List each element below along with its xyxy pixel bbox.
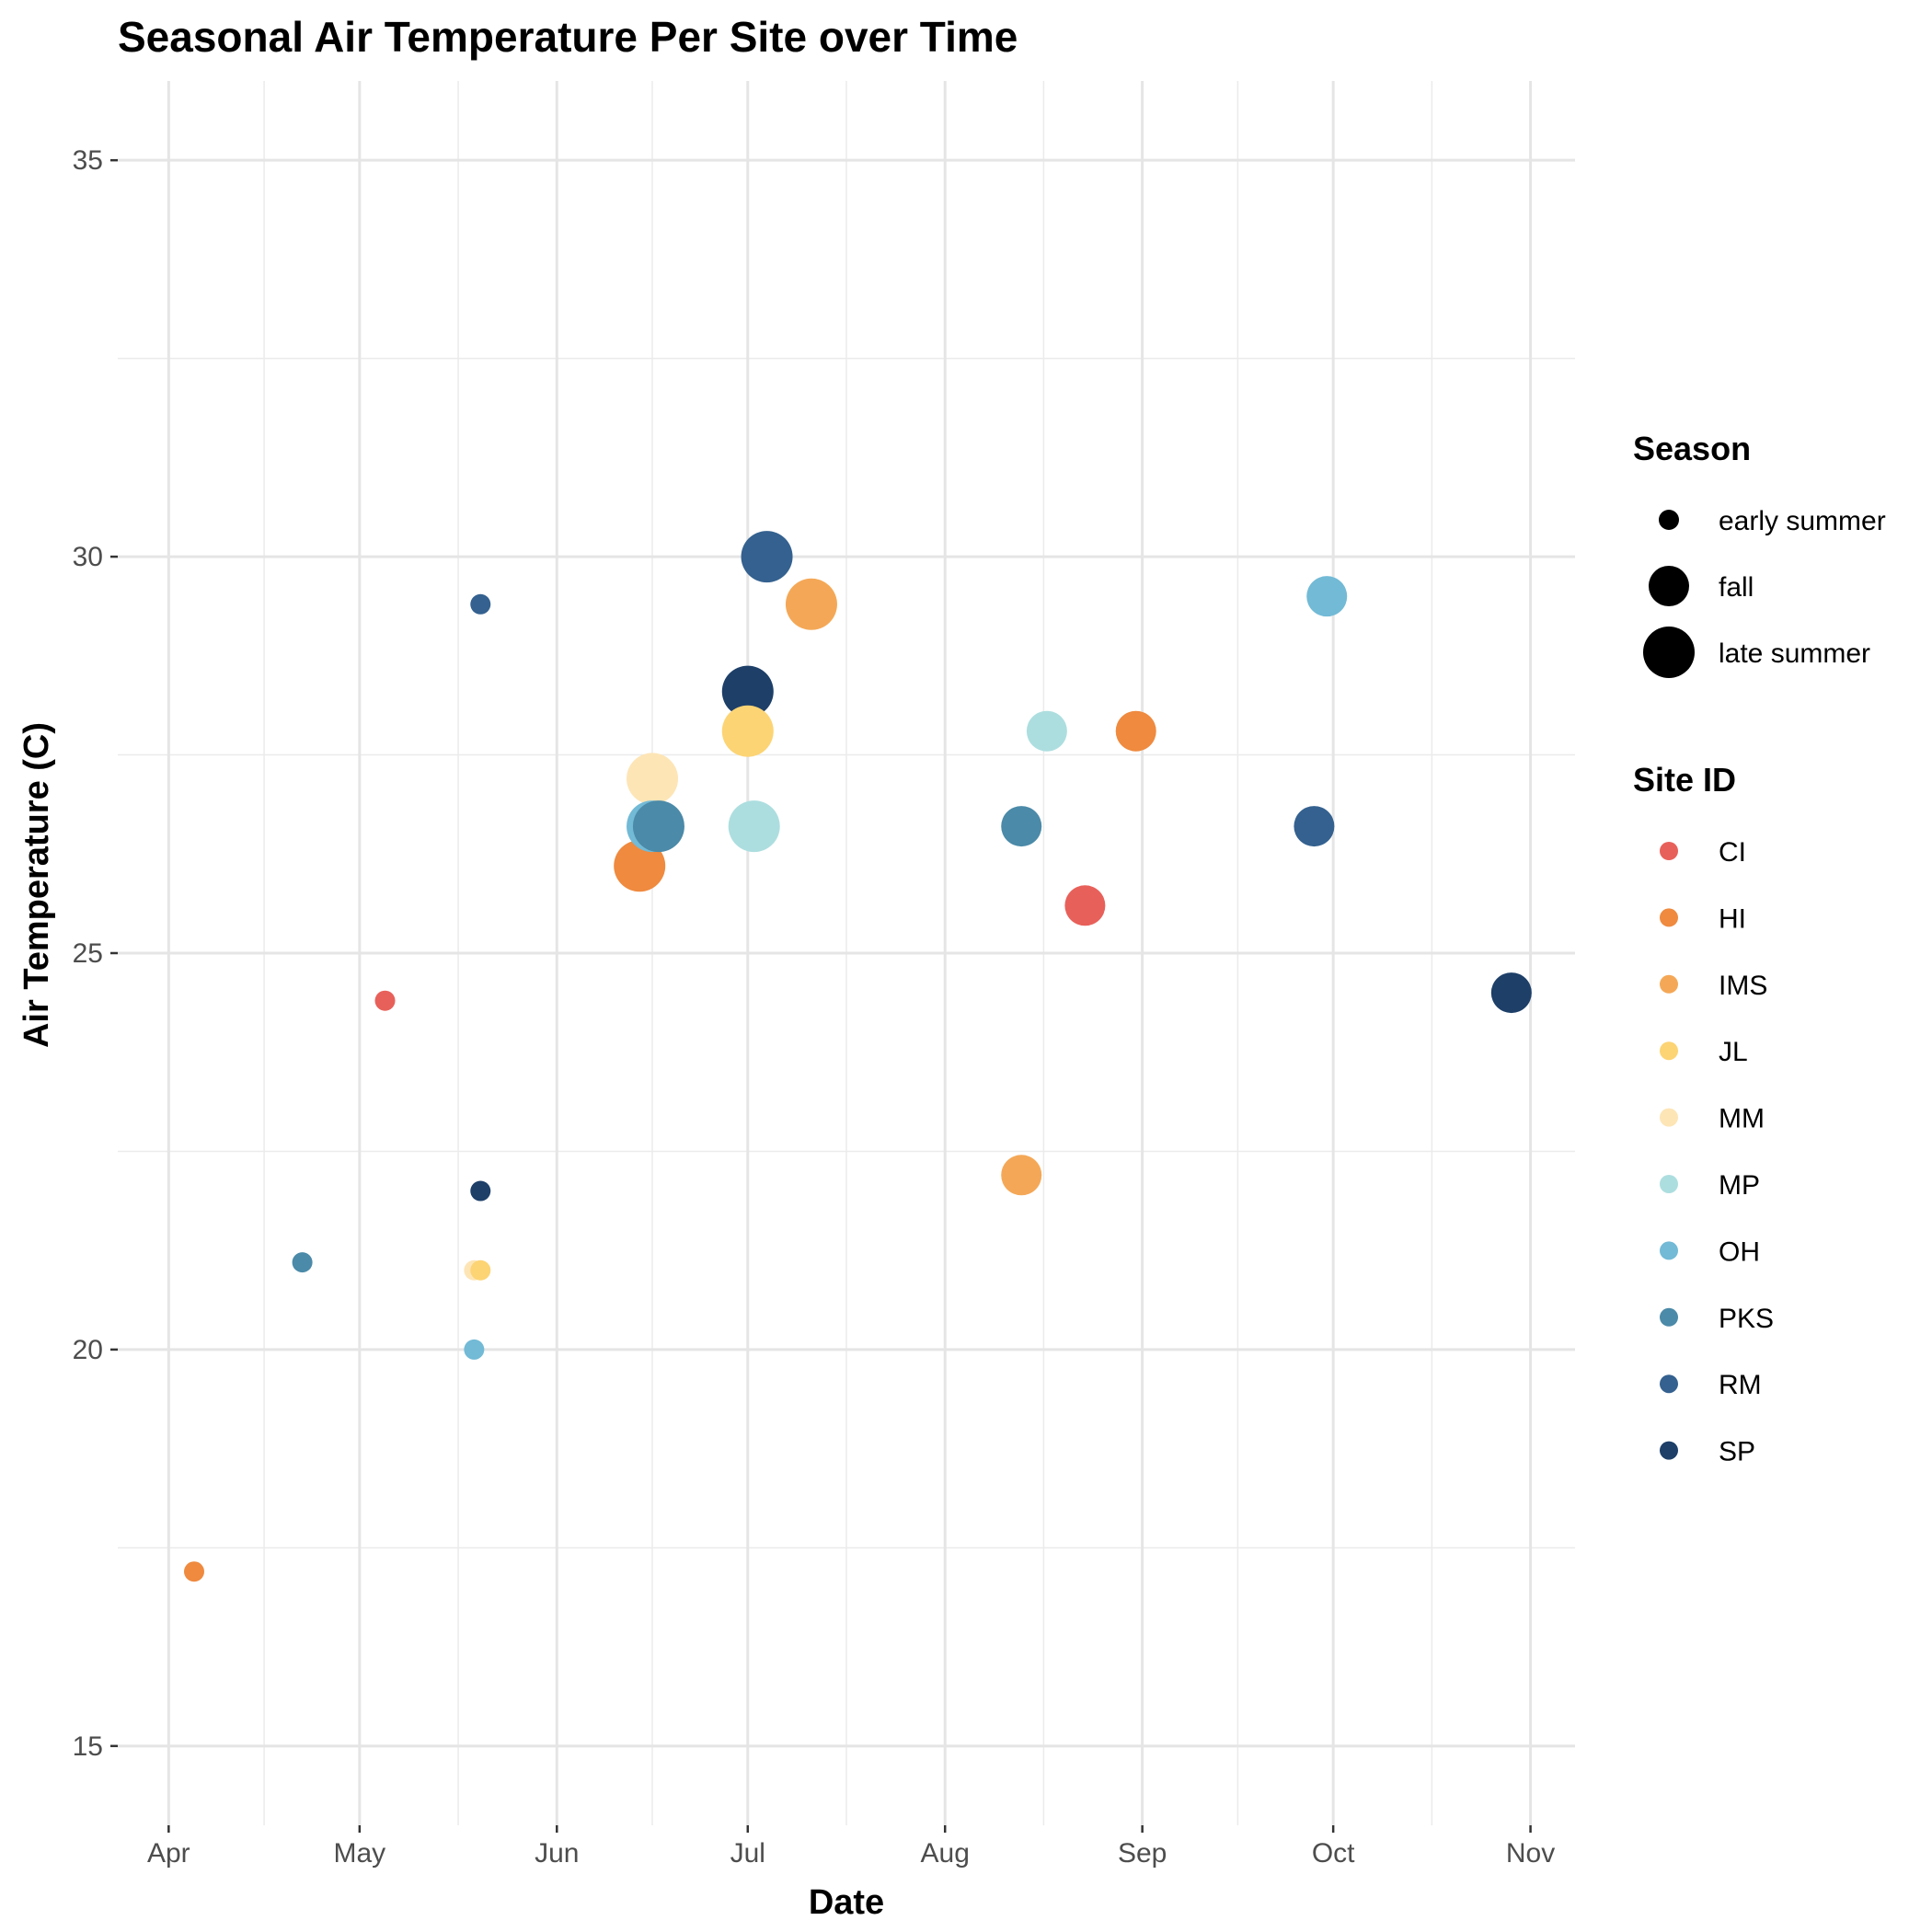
legend-site-label: OH [1719, 1236, 1760, 1267]
y-tick-label: 15 [73, 1731, 103, 1762]
legend-season-key [1659, 510, 1679, 530]
legend-site-key [1660, 842, 1678, 860]
legend-site-key [1660, 1241, 1678, 1260]
data-point-ims [1001, 1155, 1042, 1196]
y-tick-label: 30 [73, 542, 103, 572]
x-tick-label: Sep [1118, 1838, 1167, 1869]
data-point-sp [1490, 972, 1532, 1014]
data-point-rm [1294, 806, 1335, 847]
legend-site-key [1660, 974, 1678, 994]
legend-season-label: early summer [1719, 506, 1886, 536]
x-tick-label: Jun [535, 1838, 579, 1869]
y-tick-label: 25 [73, 938, 103, 969]
legend-site-label: PKS [1719, 1304, 1774, 1334]
data-point-jl [721, 705, 774, 757]
legend-site-label: HI [1719, 903, 1746, 934]
legend-site-label: JL [1719, 1037, 1748, 1067]
legend-season-key [1649, 566, 1689, 606]
data-point-hi [1115, 710, 1156, 752]
data-point-rm [470, 593, 491, 615]
legend-season-label: late summer [1719, 638, 1870, 669]
x-tick-label: Oct [1312, 1838, 1355, 1869]
legend-site-label: MM [1719, 1104, 1765, 1134]
legend-site-key [1660, 908, 1678, 927]
legend-site-label: CI [1719, 837, 1746, 868]
legend-site-key [1660, 1441, 1678, 1460]
data-point-oh [1306, 576, 1348, 617]
data-point-pks [1001, 806, 1042, 847]
legend-season: Season early summer fall late summer [1633, 430, 1886, 678]
data-point-mp [1026, 710, 1067, 752]
y-axis: 15 20 25 30 35 [73, 145, 118, 1762]
legend-site-key [1660, 1108, 1678, 1127]
data-point-ims [785, 578, 837, 630]
y-axis-title: Air Temperature (C) [17, 722, 56, 1048]
x-tick-label: May [334, 1838, 386, 1869]
x-tick-label: Apr [147, 1838, 190, 1869]
legend-season-label: fall [1719, 572, 1754, 603]
y-tick-label: 20 [73, 1335, 103, 1365]
legend-site-label: MP [1719, 1170, 1760, 1201]
data-point-pks [632, 800, 684, 853]
grid-major [118, 81, 1575, 1825]
legend-season-title: Season [1633, 430, 1751, 467]
data-point-jl [470, 1259, 491, 1281]
x-axis-title: Date [809, 1883, 884, 1922]
data-point-rm [741, 531, 793, 583]
data-point-sp [470, 1180, 491, 1202]
x-tick-label: Jul [730, 1838, 765, 1869]
data-point-oh [464, 1339, 485, 1360]
x-tick-label: Aug [921, 1838, 970, 1869]
y-tick-label: 35 [73, 145, 103, 176]
legend-site-key [1660, 1374, 1678, 1394]
legend-site-label: IMS [1719, 971, 1767, 1001]
chart-title: Seasonal Air Temperature Per Site over T… [118, 13, 1018, 61]
data-point-ci [1064, 885, 1106, 926]
x-axis: Apr May Jun Jul Aug Sep Oct Nov [147, 1825, 1555, 1869]
legend-season-key [1643, 627, 1695, 678]
legend-site-title: Site ID [1633, 761, 1736, 799]
data-point-sp [721, 665, 774, 718]
legend-site-key [1660, 1041, 1678, 1061]
data-point-pks [292, 1252, 313, 1273]
legend-site-key [1660, 1307, 1678, 1327]
x-tick-label: Nov [1506, 1838, 1555, 1869]
legend-site-label: SP [1719, 1437, 1755, 1467]
data-point-hi [614, 840, 666, 892]
legend-site: Site ID CI HI IMS JL MM MP OH PKS RM SP [1633, 761, 1774, 1467]
legend-site-label: RM [1719, 1370, 1762, 1400]
data-points [184, 531, 1532, 1582]
data-point-hi [184, 1561, 205, 1582]
data-point-ci [374, 990, 396, 1011]
plot-area [118, 81, 1575, 1825]
data-point-mm [627, 753, 679, 805]
data-point-mp [728, 800, 780, 853]
legend-site-key [1660, 1175, 1678, 1193]
